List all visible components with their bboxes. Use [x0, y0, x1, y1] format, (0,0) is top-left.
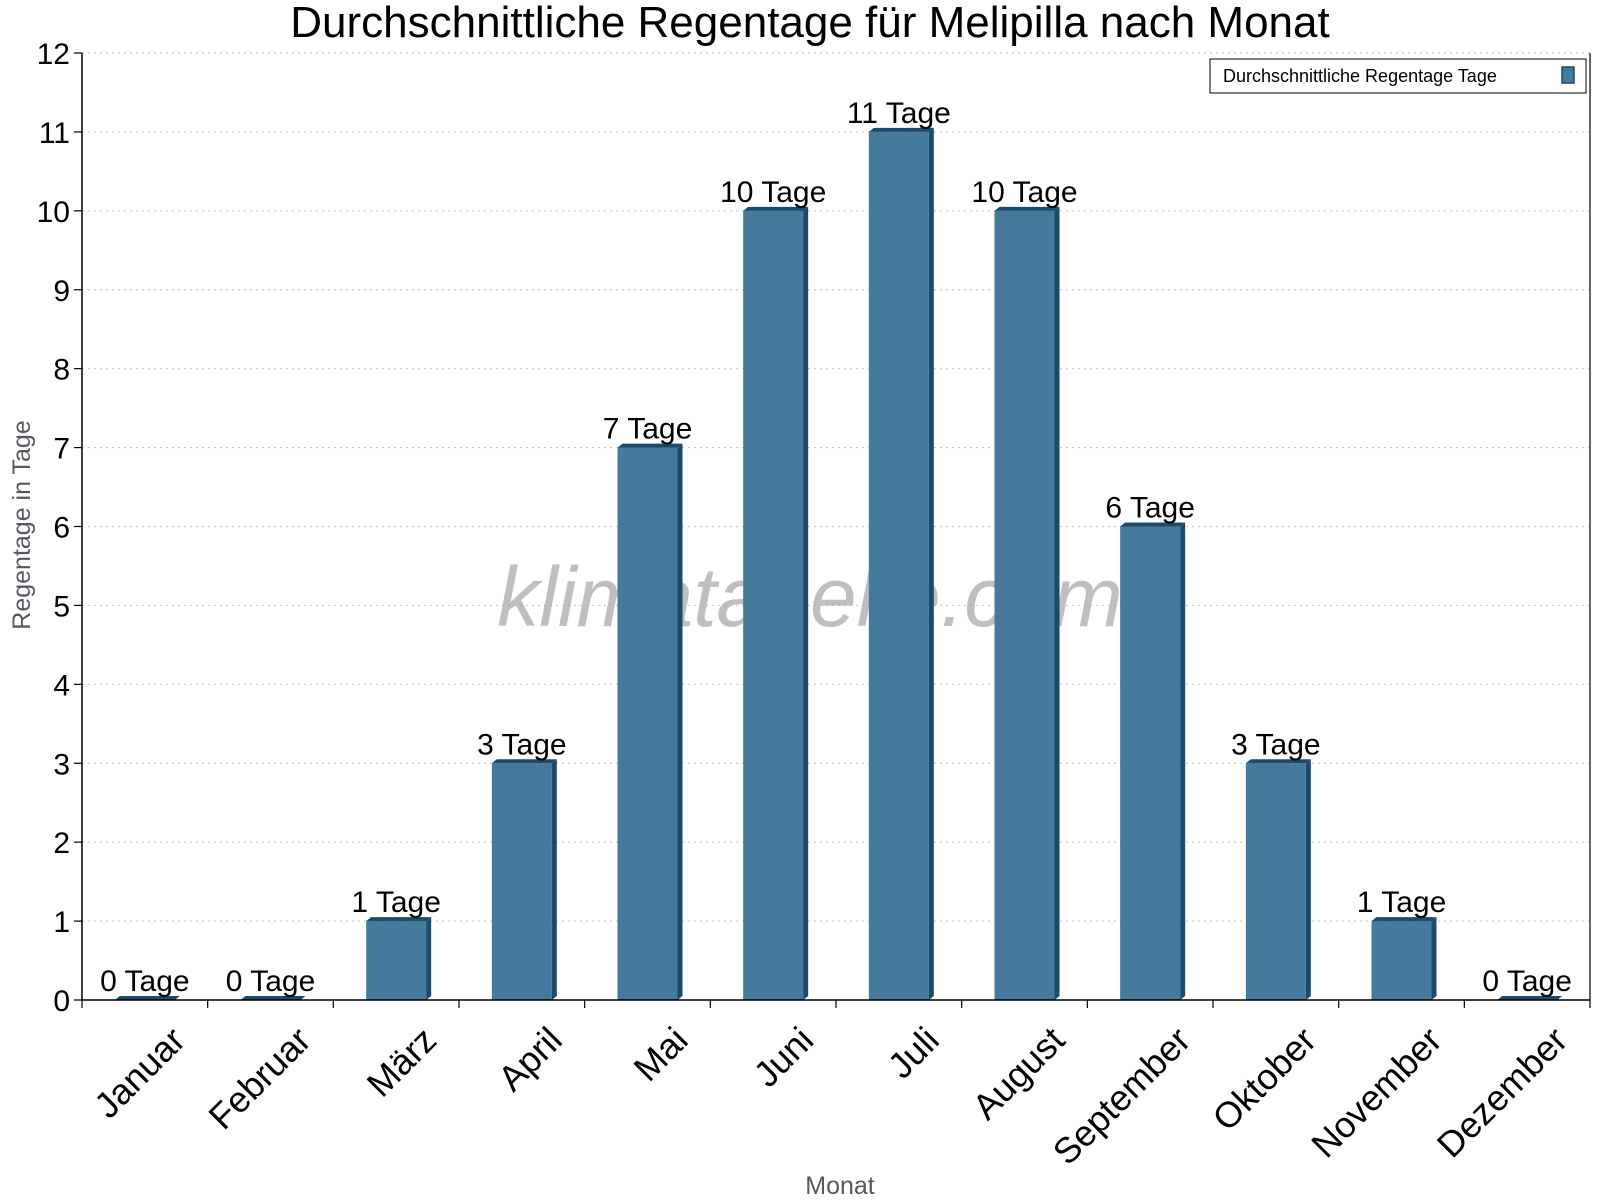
y-tick-label: 6: [53, 512, 70, 545]
bar: [743, 206, 809, 1001]
x-tick-label: Mai: [626, 1019, 696, 1089]
bar: [1245, 759, 1311, 1000]
data-label: 10 Tage: [720, 176, 826, 209]
bar-face: [1371, 921, 1432, 1000]
bar-top: [1371, 917, 1437, 922]
data-label: 3 Tage: [1231, 728, 1321, 761]
y-tick-label: 3: [53, 748, 70, 781]
bar-face: [491, 763, 552, 1000]
data-label: 0 Tage: [100, 965, 190, 998]
bar-top: [868, 127, 934, 132]
data-label: 1 Tage: [351, 886, 441, 919]
bar-top: [240, 996, 306, 1000]
legend-label: Durchschnittliche Regentage Tage: [1223, 66, 1497, 86]
data-label: 3 Tage: [477, 728, 567, 761]
x-tick-label: Oktober: [1204, 1019, 1324, 1139]
bar-top: [1120, 522, 1186, 527]
y-tick-label: 11: [39, 117, 70, 150]
legend: Durchschnittliche Regentage Tage: [1209, 58, 1587, 94]
x-tick-label: Februar: [200, 1019, 318, 1137]
y-tick-label: 8: [53, 354, 70, 387]
bar-face: [743, 210, 804, 1001]
x-tick-label: September: [1045, 1019, 1199, 1173]
x-tick-label: August: [964, 1019, 1072, 1127]
bar: [1371, 917, 1437, 1000]
grid-lines: [82, 52, 1590, 922]
axes: [74, 52, 1591, 1008]
bar-side: [1431, 917, 1437, 1000]
bar-top: [491, 759, 557, 764]
data-label: 1 Tage: [1357, 886, 1447, 919]
y-tick-label: 12: [37, 38, 70, 71]
legend-swatch: [1561, 66, 1575, 84]
bar: [1120, 522, 1186, 1000]
bar-side: [426, 917, 432, 1000]
x-tick-label: Juli: [880, 1019, 947, 1086]
bar-face: [994, 210, 1055, 1001]
chart-title: Durchschnittliche Regentage für Melipill…: [290, 0, 1329, 47]
y-tick-label: 4: [53, 669, 70, 702]
bar-side: [803, 206, 809, 1001]
data-label: 6 Tage: [1105, 492, 1195, 525]
y-tick-label: 2: [53, 827, 70, 860]
data-labels: 0 Tage 0 Tage 1 Tage 3 Tage 7 Tage 10 Tage 11 …: [100, 97, 1572, 998]
y-tick-label: 7: [53, 433, 70, 466]
bar: [240, 996, 306, 1000]
data-label: 0 Tage: [226, 965, 316, 998]
bar: [617, 443, 683, 1000]
x-axis-label: Monat: [805, 1172, 875, 1200]
bar-face: [366, 921, 427, 1000]
bar: [491, 759, 557, 1000]
x-tick-label: November: [1303, 1019, 1449, 1165]
y-tick-label: 9: [53, 275, 70, 308]
x-tick-label: Dezember: [1429, 1019, 1575, 1165]
y-tick-label: 0: [53, 985, 70, 1018]
bar-top: [1497, 996, 1563, 1000]
data-label: 7 Tage: [603, 413, 693, 446]
y-tick-label: 1: [53, 906, 70, 939]
bar-side: [1180, 522, 1186, 1000]
bar-top: [743, 206, 809, 211]
bar-face: [1120, 526, 1181, 1000]
bar-side: [928, 127, 934, 1000]
x-tick-labels: Januar Februar März April Mai Juni Juli AugustS…: [86, 1019, 1575, 1173]
bar: [868, 127, 934, 1000]
bar-top: [366, 917, 432, 922]
bar-side: [677, 443, 683, 1000]
y-axis-label: Regentage in Tage: [8, 420, 36, 629]
x-tick-label: April: [490, 1019, 570, 1099]
bar: [366, 917, 432, 1000]
bar-face: [617, 447, 678, 1000]
x-tick-label: Januar: [86, 1019, 193, 1126]
y-tick-label: 10: [37, 196, 70, 229]
bar-side: [551, 759, 557, 1000]
x-tick-label: März: [359, 1019, 445, 1105]
bar-top: [617, 443, 683, 448]
bar-side: [1305, 759, 1311, 1000]
data-label: 10 Tage: [971, 176, 1077, 209]
bar-side: [1054, 206, 1060, 1001]
bar: [114, 996, 180, 1000]
bar-top: [114, 996, 180, 1000]
bar: [1497, 996, 1563, 1000]
bars: [114, 127, 1563, 1001]
bar-face: [1245, 763, 1306, 1000]
bar-top: [1245, 759, 1311, 764]
data-label: 0 Tage: [1482, 965, 1572, 998]
legend-box: [1209, 58, 1587, 94]
data-label: 11 Tage: [847, 97, 951, 130]
x-tick-label: Juni: [745, 1019, 821, 1095]
y-tick-label: 5: [53, 590, 70, 623]
bar: [994, 206, 1060, 1001]
bar-top: [994, 206, 1060, 211]
bar-face: [868, 131, 929, 1000]
